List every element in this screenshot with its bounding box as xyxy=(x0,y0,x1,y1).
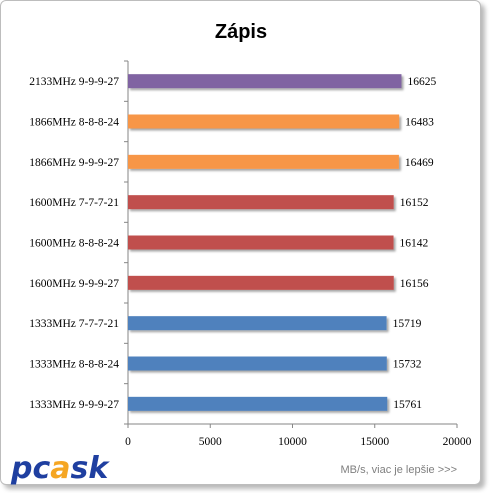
category-label: 1600MHz 8-8-8-24 xyxy=(29,238,119,250)
bar xyxy=(128,356,387,371)
value-label: 16142 xyxy=(400,238,429,250)
x-tick-label: 0 xyxy=(125,436,131,448)
bar xyxy=(128,154,399,169)
value-label: 16483 xyxy=(405,117,434,129)
bar xyxy=(128,235,394,250)
logo-a: a xyxy=(50,451,70,486)
x-tick-label: 5000 xyxy=(199,436,222,448)
category-label: 2133MHz 9-9-9-27 xyxy=(29,76,119,88)
pcask-logo: pcask xyxy=(10,451,110,486)
logo-text: pcask xyxy=(10,451,110,486)
bar xyxy=(128,74,402,89)
logo-sk: sk xyxy=(71,451,111,486)
category-label: 1600MHz 9-9-9-27 xyxy=(29,278,119,290)
category-label: 1866MHz 8-8-8-24 xyxy=(29,117,119,129)
plot-area: 0 5000 10000 15000 20000 2133MHz 9-9-9-27 1662… xyxy=(29,60,472,448)
bar xyxy=(128,195,394,210)
value-label: 15732 xyxy=(393,359,422,371)
category-label: 1600MHz 7-7-7-21 xyxy=(29,197,119,209)
bar xyxy=(128,316,387,331)
bar xyxy=(128,396,388,411)
bar xyxy=(128,275,394,290)
bar xyxy=(128,114,400,129)
x-tick-label: 15000 xyxy=(360,436,389,448)
logo-pc: pc xyxy=(10,451,50,486)
value-label: 15719 xyxy=(393,318,422,330)
units-note: MB/s, viac je lepšie >>> xyxy=(341,464,457,476)
category-label: 1333MHz 8-8-8-24 xyxy=(29,359,119,371)
value-label: 16469 xyxy=(405,157,434,169)
value-label: 15761 xyxy=(393,399,422,411)
x-tick-label: 20000 xyxy=(443,436,472,448)
chart-title: Zápis xyxy=(215,21,267,43)
category-label: 1333MHz 7-7-7-21 xyxy=(29,318,119,330)
category-label: 1866MHz 9-9-9-27 xyxy=(29,157,119,169)
category-label: 1333MHz 9-9-9-27 xyxy=(29,399,119,411)
value-label: 16152 xyxy=(400,197,429,209)
value-label: 16156 xyxy=(400,278,429,290)
x-tick-label: 10000 xyxy=(278,436,307,448)
value-label: 16625 xyxy=(407,76,436,88)
